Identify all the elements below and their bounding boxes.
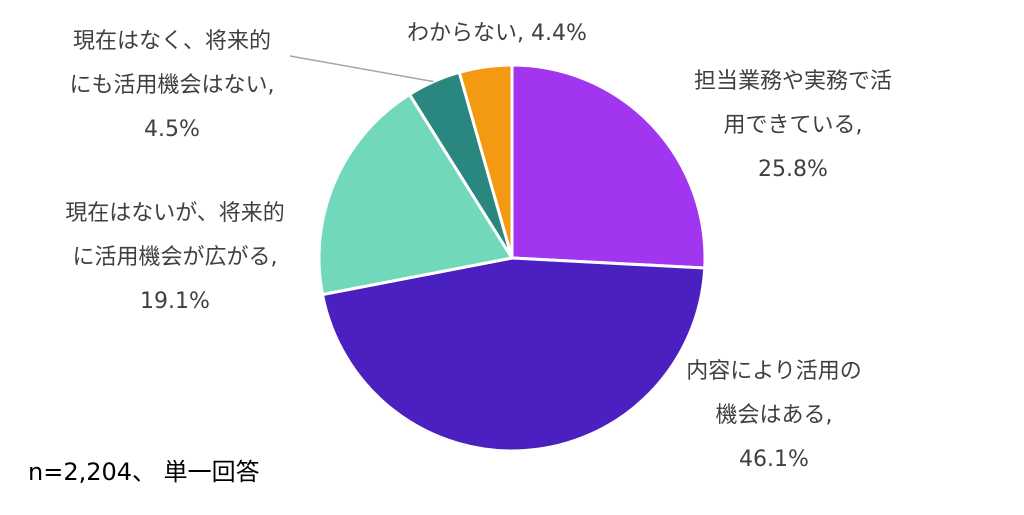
slice-label: 現在はないが、将来的に活用機会が広がる, 19.1% — [65, 201, 285, 314]
slice-label: わからない, 4.4% — [407, 21, 587, 46]
slice-label-line: 現在はないが、将来的 — [65, 201, 285, 226]
slice-label-line: にも活用機会はない, — [70, 73, 275, 98]
slice-label-line: 担当業務や実務で活 — [694, 69, 892, 94]
slice-label-line: 内容により活用の — [686, 359, 862, 384]
slice-label: 担当業務や実務で活用できている, 25.8% — [694, 69, 892, 182]
leader-lines — [289, 55, 434, 83]
leader-line — [289, 55, 434, 83]
slice-label-line: 25.8% — [758, 157, 828, 182]
slice-label-line: 19.1% — [140, 289, 210, 314]
slice-label-line: 4.5% — [144, 117, 200, 142]
slice-label-line: 現在はなく、将来的 — [73, 29, 271, 54]
slice-label-line: 用できている, — [724, 113, 863, 138]
pie-slices — [317, 63, 707, 453]
pie-slice — [457, 63, 514, 259]
sample-note: n=2,204、 単一回答 — [28, 458, 260, 486]
slice-label-line: 機会はある, — [716, 403, 833, 428]
slice-label-line: 46.1% — [739, 447, 809, 472]
slice-label: 現在はなく、将来的にも活用機会はない, 4.5% — [70, 29, 275, 142]
pie-slice — [320, 256, 707, 453]
slice-label-line: に活用機会が広がる, — [73, 245, 278, 270]
pie-slice — [317, 92, 515, 297]
slice-label-line: わからない, 4.4% — [407, 21, 587, 46]
slice-label: 内容により活用の機会はある, 46.1% — [686, 359, 862, 472]
slice-labels: 担当業務や実務で活用できている, 25.8% 内容により活用の機会はある, 46.1%… — [65, 21, 892, 472]
pie-slice — [510, 63, 707, 270]
